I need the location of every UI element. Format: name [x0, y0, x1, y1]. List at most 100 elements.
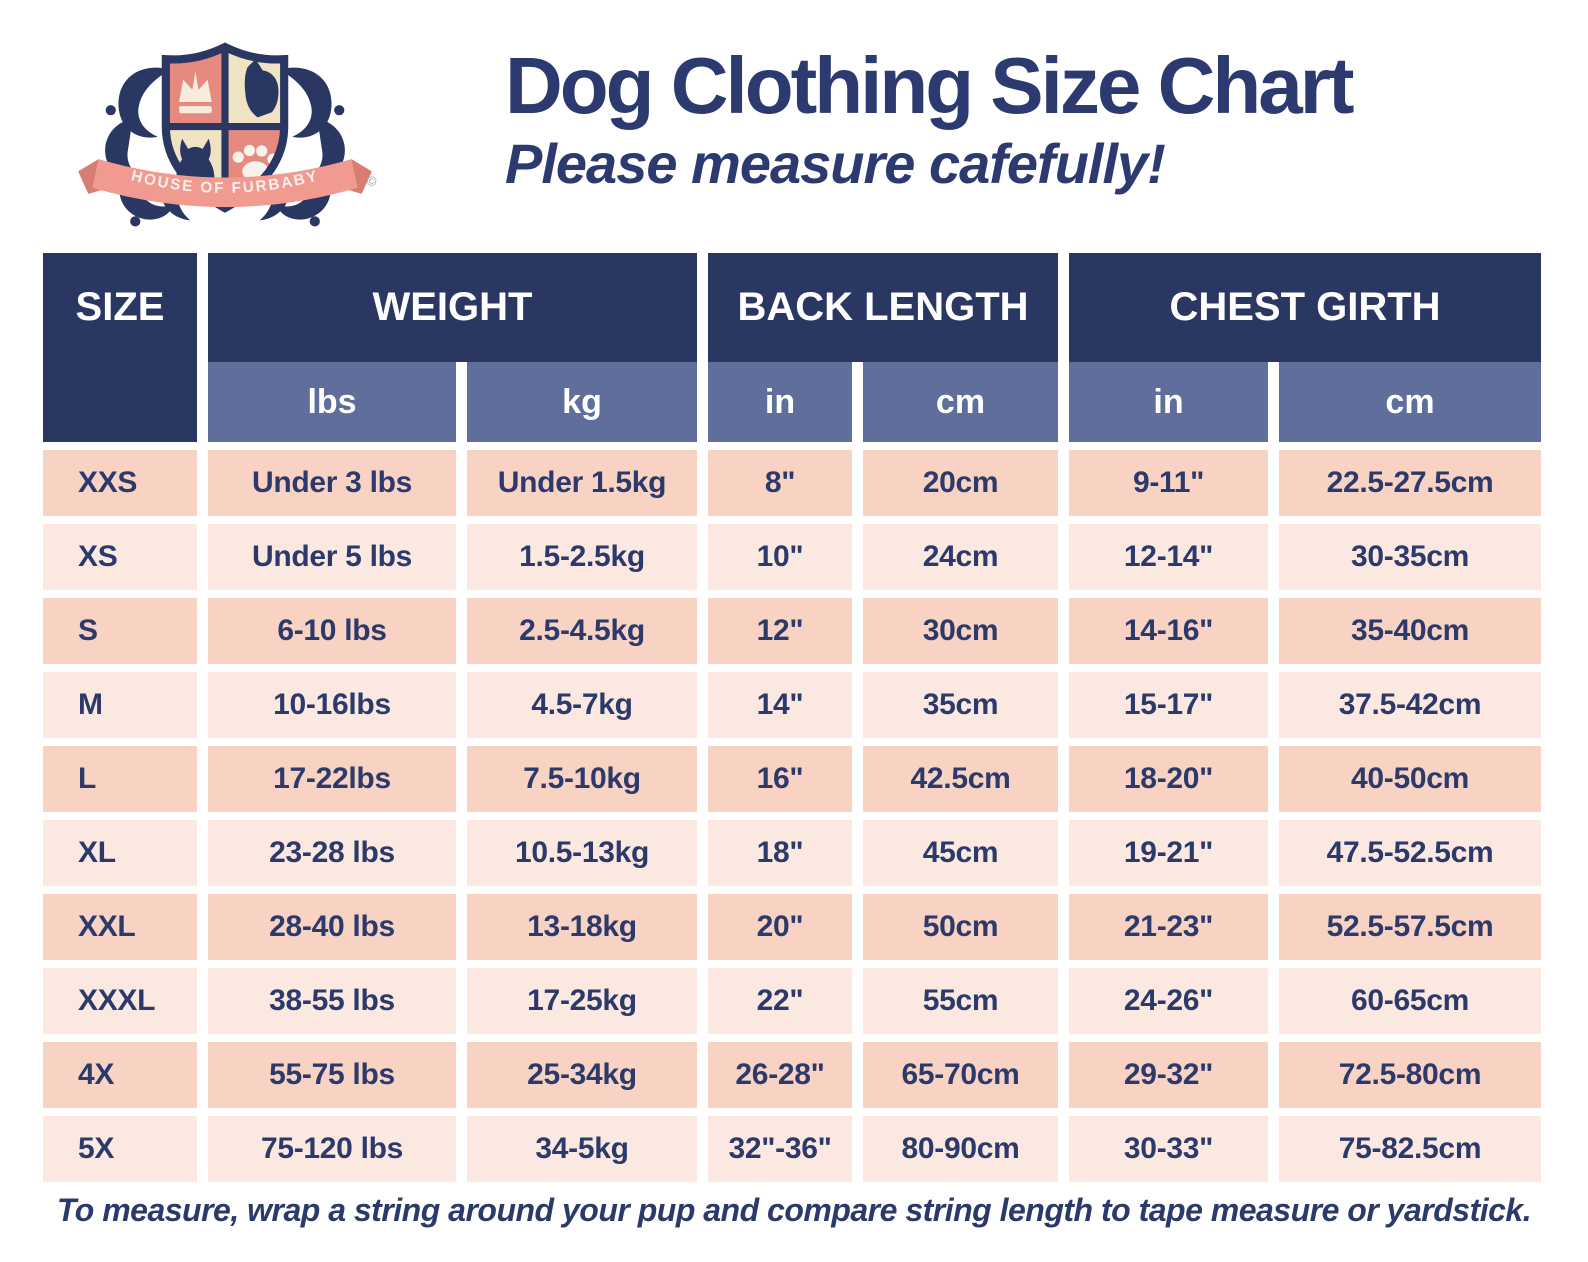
cell-size: XXS	[43, 450, 197, 516]
cell-chest-in: 19-21"	[1069, 820, 1268, 886]
cell-back-in: 12"	[708, 598, 852, 664]
cell-chest-cm: 35-40cm	[1279, 598, 1541, 664]
cell-back-cm: 42.5cm	[863, 746, 1058, 812]
page-title: Dog Clothing Size Chart	[505, 41, 1355, 130]
cell-chest-in: 18-20"	[1069, 746, 1268, 812]
subheader-weight-lbs: lbs	[208, 362, 456, 442]
cell-back-in: 18"	[708, 820, 852, 886]
cell-size: L	[43, 746, 197, 812]
cell-size: XL	[43, 820, 197, 886]
cell-chest-in: 9-11"	[1069, 450, 1268, 516]
title-block: Dog Clothing Size Chart Please measure c…	[505, 41, 1355, 196]
cell-back-in: 10"	[708, 524, 852, 590]
cell-weight-lbs: 75-120 lbs	[208, 1116, 456, 1182]
cell-back-cm: 20cm	[863, 450, 1058, 516]
cell-weight-lbs: 6-10 lbs	[208, 598, 456, 664]
cell-chest-cm: 30-35cm	[1279, 524, 1541, 590]
cell-back-in: 20"	[708, 894, 852, 960]
table-body: XXS Under 3 lbs Under 1.5kg 8" 20cm 9-11" 22.5…	[43, 450, 1545, 1182]
cell-size: XXXL	[43, 968, 197, 1034]
cell-weight-kg: Under 1.5kg	[467, 450, 697, 516]
cell-weight-kg: 1.5-2.5kg	[467, 524, 697, 590]
cell-chest-cm: 75-82.5cm	[1279, 1116, 1541, 1182]
column-header-chest-girth: CHEST GIRTH	[1069, 253, 1541, 362]
subheader-chest-in: in	[1069, 362, 1268, 442]
table-row: S 6-10 lbs 2.5-4.5kg 12" 30cm 14-16" 35-40cm	[43, 598, 1545, 664]
cell-back-cm: 65-70cm	[863, 1042, 1058, 1108]
column-header-size: SIZE	[43, 253, 197, 442]
cell-weight-kg: 2.5-4.5kg	[467, 598, 697, 664]
cell-chest-cm: 60-65cm	[1279, 968, 1541, 1034]
cell-chest-in: 24-26"	[1069, 968, 1268, 1034]
cell-weight-lbs: 55-75 lbs	[208, 1042, 456, 1108]
table-row: XXXL 38-55 lbs 17-25kg 22" 55cm 24-26" 60-65cm	[43, 968, 1545, 1034]
cell-back-in: 14"	[708, 672, 852, 738]
cell-back-cm: 50cm	[863, 894, 1058, 960]
cell-chest-cm: 52.5-57.5cm	[1279, 894, 1541, 960]
cell-back-in: 26-28"	[708, 1042, 852, 1108]
copyright-symbol: ©	[367, 174, 377, 189]
cell-weight-kg: 4.5-7kg	[467, 672, 697, 738]
cell-weight-kg: 7.5-10kg	[467, 746, 697, 812]
cell-weight-kg: 10.5-13kg	[467, 820, 697, 886]
page-subtitle: Please measure cafefully!	[505, 132, 1166, 196]
cell-chest-cm: 37.5-42cm	[1279, 672, 1541, 738]
cell-back-cm: 45cm	[863, 820, 1058, 886]
table-row: 5X 75-120 lbs 34-5kg 32"-36" 80-90cm 30-33" 75…	[43, 1116, 1545, 1182]
cell-size: XS	[43, 524, 197, 590]
size-table: SIZE WEIGHT BACK LENGTH CHEST GIRTH lbs …	[43, 253, 1545, 1182]
cell-weight-lbs: 28-40 lbs	[208, 894, 456, 960]
subheader-back-in: in	[708, 362, 852, 442]
cell-back-in: 22"	[708, 968, 852, 1034]
cell-weight-kg: 25-34kg	[467, 1042, 697, 1108]
cell-weight-kg: 17-25kg	[467, 968, 697, 1034]
table-row: XXS Under 3 lbs Under 1.5kg 8" 20cm 9-11" 22.5…	[43, 450, 1545, 516]
crown-icon	[179, 71, 212, 114]
cell-size: 4X	[43, 1042, 197, 1108]
subheader-back-cm: cm	[863, 362, 1058, 442]
cell-back-cm: 24cm	[863, 524, 1058, 590]
cell-back-cm: 35cm	[863, 672, 1058, 738]
cell-chest-in: 15-17"	[1069, 672, 1268, 738]
cell-chest-in: 21-23"	[1069, 894, 1268, 960]
cell-chest-in: 30-33"	[1069, 1116, 1268, 1182]
cell-back-cm: 80-90cm	[863, 1116, 1058, 1182]
column-header-weight: WEIGHT	[208, 253, 697, 362]
table-row: XL 23-28 lbs 10.5-13kg 18" 45cm 19-21" 47.5-52…	[43, 820, 1545, 886]
cell-chest-cm: 72.5-80cm	[1279, 1042, 1541, 1108]
cell-chest-in: 14-16"	[1069, 598, 1268, 664]
cell-chest-cm: 22.5-27.5cm	[1279, 450, 1541, 516]
table-row: 4X 55-75 lbs 25-34kg 26-28" 65-70cm 29-32" 72.…	[43, 1042, 1545, 1108]
cell-back-in: 8"	[708, 450, 852, 516]
cell-weight-lbs: Under 5 lbs	[208, 524, 456, 590]
cell-chest-cm: 40-50cm	[1279, 746, 1541, 812]
cell-back-cm: 55cm	[863, 968, 1058, 1034]
cell-back-in: 16"	[708, 746, 852, 812]
cell-weight-lbs: 17-22lbs	[208, 746, 456, 812]
cell-size: XXL	[43, 894, 197, 960]
cell-weight-lbs: 38-55 lbs	[208, 968, 456, 1034]
cell-weight-lbs: 10-16lbs	[208, 672, 456, 738]
cell-size: S	[43, 598, 197, 664]
table-row: XS Under 5 lbs 1.5-2.5kg 10" 24cm 12-14" 30-35…	[43, 524, 1545, 590]
cell-size: 5X	[43, 1116, 197, 1182]
brand-logo: HOUSE OF FURBABY ©	[78, 42, 377, 227]
subheader-chest-cm: cm	[1279, 362, 1541, 442]
measuring-note: To measure, wrap a string around your pu…	[56, 1192, 1532, 1228]
table-header: SIZE WEIGHT BACK LENGTH CHEST GIRTH lbs …	[43, 253, 1545, 442]
cell-weight-lbs: Under 3 lbs	[208, 450, 456, 516]
cell-weight-kg: 34-5kg	[467, 1116, 697, 1182]
table-row: M 10-16lbs 4.5-7kg 14" 35cm 15-17" 37.5-42cm	[43, 672, 1545, 738]
subheader-weight-kg: kg	[467, 362, 697, 442]
table-row: XXL 28-40 lbs 13-18kg 20" 50cm 21-23" 52.5-57.…	[43, 894, 1545, 960]
cell-back-in: 32"-36"	[708, 1116, 852, 1182]
cell-back-cm: 30cm	[863, 598, 1058, 664]
cell-chest-in: 29-32"	[1069, 1042, 1268, 1108]
cell-weight-kg: 13-18kg	[467, 894, 697, 960]
dog-icon	[244, 59, 279, 118]
table-row: L 17-22lbs 7.5-10kg 16" 42.5cm 18-20" 40-50cm	[43, 746, 1545, 812]
cell-chest-cm: 47.5-52.5cm	[1279, 820, 1541, 886]
column-header-back-length: BACK LENGTH	[708, 253, 1058, 362]
cell-size: M	[43, 672, 197, 738]
